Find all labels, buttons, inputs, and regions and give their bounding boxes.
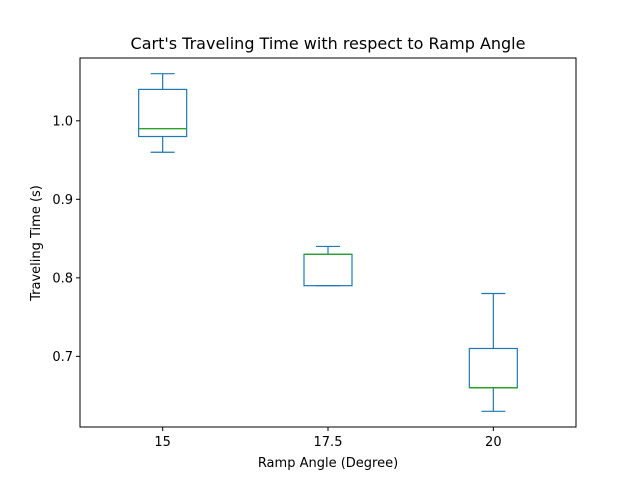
plot-area: 0.7 0.8 0.9 1.0 15 17.5 20 <box>52 57 577 450</box>
chart-title: Cart's Traveling Time with respect to Ra… <box>131 34 526 53</box>
y-tick-label: 0.8 <box>52 271 73 286</box>
y-axis-label: Traveling Time (s) <box>29 185 44 302</box>
x-tick-label: 20 <box>485 435 502 450</box>
y-tick-label: 0.9 <box>52 193 73 208</box>
x-tick-label: 17.5 <box>314 435 343 450</box>
box-iqr <box>138 88 188 138</box>
y-tick-label: 1.0 <box>52 114 73 129</box>
axes-frame <box>79 57 577 428</box>
x-axis-label: Ramp Angle (Degree) <box>258 456 398 471</box>
y-tick-label: 0.7 <box>52 350 73 365</box>
x-tick-label: 15 <box>154 435 171 450</box>
